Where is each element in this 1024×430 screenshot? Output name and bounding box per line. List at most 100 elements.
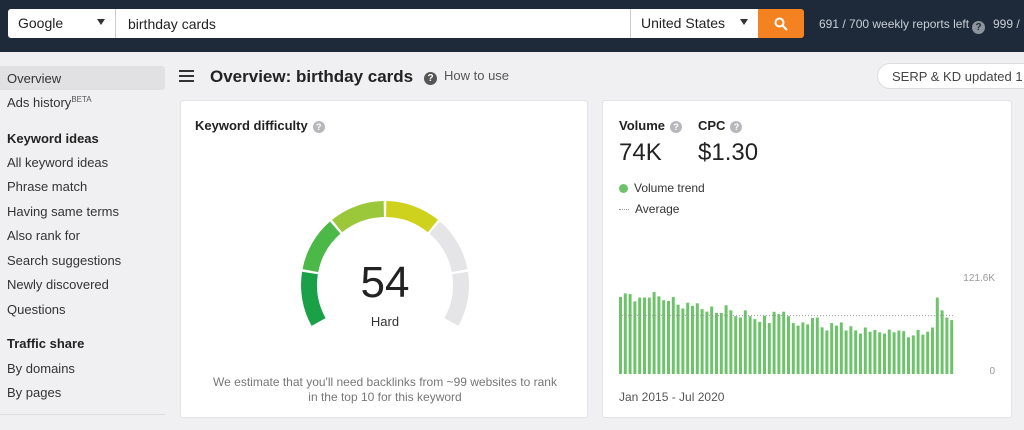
- sidebar-item-all-keyword-ideas[interactable]: All keyword ideas: [7, 155, 109, 170]
- legend-average-label: Average: [635, 202, 680, 216]
- chart-bar: [705, 311, 709, 374]
- sidebar-divider: [0, 414, 165, 415]
- chart-bar: [940, 310, 944, 374]
- chart-bar: [839, 322, 843, 374]
- sidebar-item-by-pages[interactable]: By pages: [7, 385, 62, 400]
- sidebar-section-keyword-ideas: Keyword ideas: [7, 131, 99, 146]
- search-engine-select[interactable]: Google: [8, 9, 116, 38]
- chart-bar: [619, 296, 622, 374]
- chart-bar: [710, 306, 714, 374]
- chart-bar: [628, 294, 632, 374]
- chart-bar: [835, 325, 838, 374]
- cpc-value: $1.30: [698, 139, 759, 166]
- top-bar: Google United States 691 / 700 weekly re…: [0, 0, 1024, 52]
- menu-icon[interactable]: [179, 70, 194, 82]
- weekly-reports-counter: 691 / 700 weekly reports left?: [819, 17, 986, 34]
- chart-bar: [767, 323, 771, 374]
- kd-note-line-1: We estimate that you'll need backlinks f…: [213, 375, 557, 389]
- chart-bar: [676, 304, 680, 374]
- chart-bar: [796, 325, 800, 374]
- sidebar-item-questions[interactable]: Questions: [7, 302, 66, 317]
- y-axis-min-label: 0: [989, 366, 995, 377]
- chart-bar: [859, 333, 862, 374]
- chart-bar: [772, 311, 776, 374]
- chart-bar: [729, 310, 733, 374]
- chart-bar: [935, 297, 939, 374]
- help-icon[interactable]: ?: [972, 21, 986, 34]
- chart-bar: [691, 305, 694, 374]
- sidebar-item-having-same-terms[interactable]: Having same terms: [7, 204, 119, 219]
- y-axis-max-label: 121.6K: [963, 273, 995, 284]
- chevron-down-icon: [740, 19, 748, 25]
- chart-bar: [916, 329, 920, 374]
- chart-bar: [638, 297, 642, 374]
- sidebar-item-also-rank-for[interactable]: Also rank for: [7, 228, 80, 243]
- chart-bar: [662, 300, 666, 374]
- chart-bar: [887, 329, 891, 374]
- chart-bar: [830, 323, 834, 374]
- search-button[interactable]: [758, 9, 804, 38]
- chart-bar: [811, 318, 814, 374]
- chart-bar: [844, 330, 848, 374]
- chart-bar: [815, 317, 819, 374]
- gauge-segment: [429, 221, 468, 273]
- chart-bar: [671, 296, 675, 374]
- kd-note-line-2: in the top 10 for this keyword: [308, 390, 462, 404]
- kd-estimate-note: We estimate that you'll need backlinks f…: [201, 375, 569, 405]
- chart-date-range: Jan 2015 - Jul 2020: [619, 390, 725, 404]
- chart-bar: [753, 319, 757, 374]
- chart-bar: [739, 317, 742, 374]
- chart-bar: [945, 317, 949, 374]
- sidebar-item-ads-history[interactable]: Ads historyBETA: [0, 90, 165, 114]
- sidebar-item-search-suggestions[interactable]: Search suggestions: [7, 253, 122, 268]
- country-select[interactable]: United States: [630, 9, 758, 38]
- chart-bar: [926, 331, 930, 374]
- gauge-segment: [302, 221, 341, 273]
- gauge-segment: [386, 201, 438, 233]
- help-icon[interactable]: ?: [312, 121, 325, 133]
- chart-bar: [782, 311, 786, 374]
- chart-bar: [883, 333, 886, 374]
- chart-bar: [911, 335, 915, 374]
- chart-bar: [950, 320, 954, 374]
- sidebar-item-phrase-match[interactable]: Phrase match: [7, 179, 88, 194]
- legend-volume-trend: Volume trend: [619, 181, 705, 195]
- help-icon: ?: [424, 72, 437, 85]
- sidebar-item-overview[interactable]: Overview: [0, 66, 165, 90]
- chart-bar: [695, 303, 699, 374]
- sidebar-item-by-domains[interactable]: By domains: [7, 361, 75, 376]
- chart-bar: [686, 302, 690, 374]
- chart-bar: [868, 331, 872, 374]
- kd-card-title: Keyword difficulty?: [195, 118, 325, 133]
- search-engine-value: Google: [18, 15, 64, 31]
- chart-bar: [791, 323, 795, 374]
- keyword-difficulty-card: Keyword difficulty? 54 Hard We estimate …: [180, 100, 588, 418]
- chart-bar: [849, 326, 853, 374]
- chart-bar: [743, 310, 747, 374]
- chart-bar: [801, 322, 805, 374]
- volume-card: Volume? 74K CPC? $1.30 Volume trend Aver…: [602, 100, 1012, 418]
- chart-bar: [777, 314, 781, 374]
- chart-bar: [758, 321, 762, 374]
- weekly-reports-text: 691 / 700 weekly reports left: [819, 17, 970, 31]
- help-icon[interactable]: ?: [730, 121, 743, 133]
- beta-badge: BETA: [71, 95, 92, 104]
- serp-kd-updated-badge: SERP & KD updated 1: [877, 63, 1024, 89]
- dotted-line-icon: [619, 209, 629, 210]
- search-icon: [774, 17, 788, 30]
- chart-bar: [681, 308, 685, 374]
- legend-average: Average: [619, 202, 679, 216]
- kd-score: 54: [360, 258, 410, 307]
- chart-bar: [820, 327, 824, 374]
- how-to-use-link[interactable]: ? How to use: [424, 68, 509, 85]
- volume-value: 74K: [619, 139, 662, 166]
- gauge-segment: [332, 201, 384, 233]
- sidebar-item-label: Ads history: [7, 95, 72, 110]
- legend-volume-trend-label: Volume trend: [634, 181, 705, 195]
- keyword-search-input[interactable]: [116, 9, 630, 38]
- volume-label-text: Volume: [619, 118, 665, 133]
- chart-bar: [892, 332, 896, 374]
- chart-bar: [734, 316, 738, 374]
- sidebar-item-newly-discovered[interactable]: Newly discovered: [7, 277, 109, 292]
- help-icon[interactable]: ?: [670, 121, 682, 133]
